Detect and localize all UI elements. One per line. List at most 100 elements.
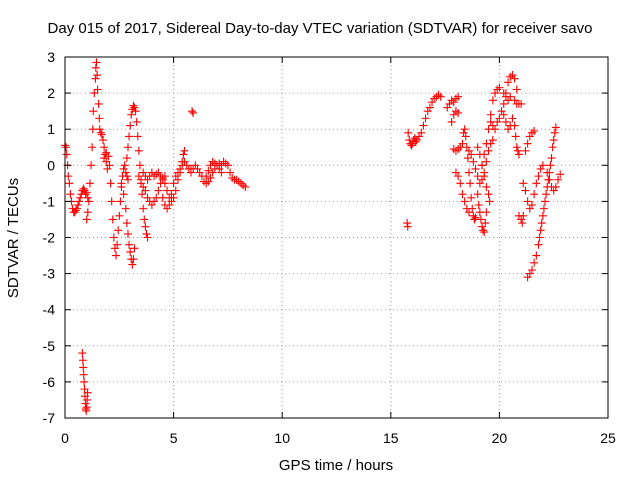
data-point bbox=[122, 172, 131, 181]
data-point bbox=[114, 226, 123, 235]
data-point bbox=[407, 141, 416, 150]
data-point bbox=[484, 190, 493, 199]
y-tick-label: -3 bbox=[43, 266, 56, 282]
series-arc-b bbox=[78, 349, 92, 415]
data-point bbox=[479, 226, 488, 235]
data-point bbox=[106, 179, 115, 188]
data-point bbox=[79, 370, 88, 379]
data-point bbox=[121, 168, 130, 177]
data-point bbox=[495, 83, 504, 92]
data-point bbox=[537, 219, 546, 228]
data-point bbox=[501, 117, 510, 126]
data-point bbox=[75, 197, 84, 206]
data-point bbox=[535, 233, 544, 242]
data-point bbox=[95, 125, 104, 134]
data-point bbox=[62, 143, 71, 152]
data-point bbox=[548, 143, 557, 152]
data-point bbox=[169, 179, 178, 188]
data-point bbox=[140, 215, 149, 224]
grid bbox=[65, 57, 608, 418]
data-point bbox=[499, 99, 508, 108]
series-arc-z bbox=[510, 96, 526, 108]
data-point bbox=[523, 139, 532, 148]
data-point bbox=[473, 143, 482, 152]
data-point bbox=[464, 208, 473, 217]
data-point bbox=[408, 139, 417, 148]
data-point bbox=[539, 204, 548, 213]
data-point bbox=[510, 74, 519, 83]
data-point bbox=[511, 132, 520, 141]
data-point bbox=[89, 107, 98, 116]
data-point bbox=[122, 219, 131, 228]
data-point bbox=[93, 85, 102, 94]
data-point bbox=[519, 179, 528, 188]
series-arc-l bbox=[202, 157, 226, 181]
series-arc-y bbox=[499, 89, 515, 105]
data-point bbox=[471, 164, 480, 173]
data-point bbox=[143, 233, 152, 242]
data-point bbox=[510, 121, 519, 130]
data-point bbox=[64, 172, 73, 181]
y-tick-label: -4 bbox=[43, 302, 56, 318]
data-point bbox=[88, 143, 97, 152]
data-point bbox=[141, 186, 150, 195]
data-point bbox=[91, 63, 100, 72]
series-arc-f bbox=[122, 101, 152, 242]
series-arc-h bbox=[139, 168, 169, 184]
data-point bbox=[538, 161, 547, 170]
data-point bbox=[464, 168, 473, 177]
data-point bbox=[546, 161, 555, 170]
data-point bbox=[154, 186, 163, 195]
data-point bbox=[480, 150, 489, 159]
data-point bbox=[512, 85, 521, 94]
data-point bbox=[127, 110, 136, 119]
data-point bbox=[481, 219, 490, 228]
data-point bbox=[458, 190, 467, 199]
data-point bbox=[91, 74, 100, 83]
series-arc-e bbox=[117, 179, 139, 269]
data-point bbox=[66, 190, 75, 199]
data-point bbox=[78, 356, 87, 365]
data-point bbox=[217, 168, 226, 177]
data-point bbox=[226, 168, 235, 177]
x-tick-label: 15 bbox=[383, 430, 399, 446]
data-point bbox=[527, 201, 536, 210]
series-arc-m bbox=[403, 219, 412, 231]
data-point bbox=[121, 204, 130, 213]
x-axis-label: GPS time / hours bbox=[279, 457, 393, 474]
data-point bbox=[83, 388, 92, 397]
data-point bbox=[92, 58, 101, 67]
data-point bbox=[447, 117, 456, 126]
data-point bbox=[551, 182, 560, 191]
data-point bbox=[436, 92, 445, 101]
data-point bbox=[76, 193, 85, 202]
data-point bbox=[536, 226, 545, 235]
data-point bbox=[138, 190, 147, 199]
data-point bbox=[518, 219, 527, 228]
data-point bbox=[488, 96, 497, 105]
data-point bbox=[454, 92, 463, 101]
data-point bbox=[485, 197, 494, 206]
data-point bbox=[165, 201, 174, 210]
data-point bbox=[499, 110, 508, 119]
data-point bbox=[425, 103, 434, 112]
data-point bbox=[171, 186, 180, 195]
data-point bbox=[484, 146, 493, 155]
data-point bbox=[403, 219, 412, 228]
y-tick-label: -5 bbox=[43, 338, 56, 354]
data-point bbox=[538, 211, 547, 220]
series-arc-k bbox=[186, 157, 250, 191]
data-point bbox=[469, 157, 478, 166]
data-point bbox=[104, 152, 113, 161]
data-point bbox=[125, 132, 134, 141]
data-point bbox=[107, 197, 116, 206]
data-point bbox=[180, 146, 189, 155]
data-point bbox=[403, 222, 412, 231]
data-point bbox=[482, 139, 491, 148]
axis-ticks bbox=[64, 56, 609, 419]
data-point bbox=[417, 128, 426, 137]
data-point bbox=[532, 251, 541, 260]
data-point bbox=[71, 206, 80, 215]
data-point bbox=[404, 128, 413, 137]
